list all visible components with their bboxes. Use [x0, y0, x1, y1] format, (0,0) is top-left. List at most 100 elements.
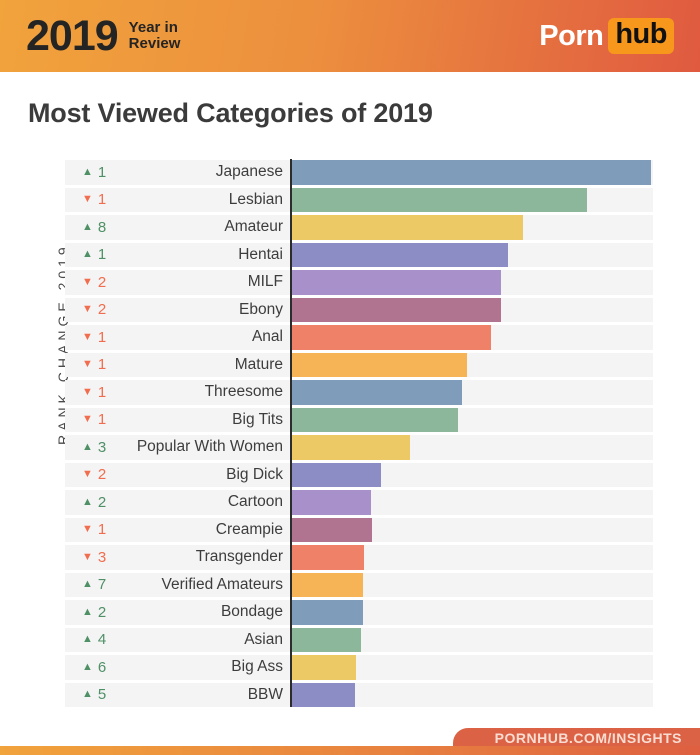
rank-change-value: 1 [97, 521, 107, 539]
header-subtitle-line2: Review [128, 35, 181, 52]
category-bar [292, 380, 462, 405]
category-label: Mature [234, 355, 283, 373]
category-label: Bondage [220, 603, 283, 621]
rank-change-value: 8 [97, 218, 107, 236]
row-label-cell: ▼ 2 Big Dick [65, 463, 292, 488]
category-label: Japanese [215, 163, 283, 181]
rank-change-indicator: ▼ 1 [82, 356, 106, 373]
category-label: Big Dick [226, 465, 283, 483]
category-bar [292, 242, 509, 267]
category-label: BBW [247, 685, 283, 703]
rank-change-arrow-icon: ▲ [82, 633, 93, 646]
rank-change-indicator: ▼ 1 [82, 411, 106, 428]
chart-row: ▼ 2 MILF [65, 270, 653, 295]
category-bar [292, 297, 502, 322]
rank-change-arrow-icon: ▼ [82, 523, 93, 536]
category-bar [292, 627, 361, 652]
chart-row: ▲ 4 Asian [65, 627, 653, 653]
category-bar [292, 572, 363, 597]
category-label: Hentai [238, 245, 283, 263]
category-label: Creampie [215, 520, 283, 538]
chart-row: ▲ 1 Hentai [65, 242, 653, 268]
category-bar [292, 462, 381, 487]
chart-row: ▲ 3 Popular With Women [65, 435, 653, 460]
rank-change-arrow-icon: ▲ [82, 688, 93, 701]
category-label: Lesbian [228, 190, 283, 208]
chart-rows: ▲ 1 Japanese ▼ 1 Lesbian ▲ 8 Amateur [65, 160, 653, 710]
row-label-cell: ▲ 6 Big Ass [65, 655, 292, 680]
rank-change-value: 3 [97, 438, 107, 456]
rank-change-arrow-icon: ▼ [82, 385, 93, 398]
row-label-cell: ▼ 1 Creampie [65, 518, 292, 543]
bar-cell [292, 187, 653, 212]
row-label-cell: ▼ 1 Lesbian [65, 188, 292, 213]
rank-change-indicator: ▲ 1 [82, 246, 106, 263]
category-label: Big Tits [232, 410, 283, 428]
bar-cell [292, 627, 653, 652]
row-label-cell: ▲ 1 Hentai [65, 243, 292, 268]
footer-gradient-strip [0, 746, 700, 755]
bar-cell [292, 297, 653, 322]
header-year: 2019 [26, 11, 119, 60]
pornhub-logo: Porn hub [539, 17, 674, 55]
rank-change-indicator: ▲ 3 [82, 439, 106, 456]
row-label-cell: ▲ 8 Amateur [65, 215, 292, 240]
bar-cell [292, 462, 653, 487]
bar-cell [292, 517, 653, 542]
category-bar [292, 490, 371, 515]
category-bar [292, 352, 468, 377]
rank-change-arrow-icon: ▼ [82, 193, 93, 206]
rank-change-indicator: ▼ 3 [82, 549, 106, 566]
rank-change-indicator: ▲ 7 [82, 576, 106, 593]
bar-cell [292, 407, 653, 432]
rank-change-value: 2 [97, 301, 107, 319]
chart-row: ▲ 7 Verified Amateurs [65, 572, 653, 597]
chart-row: ▼ 2 Ebony [65, 297, 653, 322]
rank-change-value: 1 [97, 191, 107, 209]
bar-cell [292, 490, 653, 515]
rank-change-indicator: ▲ 6 [82, 659, 106, 676]
rank-change-indicator: ▲ 1 [82, 164, 106, 181]
rank-change-arrow-icon: ▲ [82, 495, 93, 508]
rank-change-value: 2 [97, 273, 107, 291]
rank-change-value: 2 [97, 603, 107, 621]
category-bar [292, 215, 524, 240]
category-bar [292, 682, 355, 707]
row-label-cell: ▲ 2 Bondage [65, 600, 292, 625]
rank-change-value: 1 [97, 411, 107, 429]
rank-change-value: 7 [97, 576, 107, 594]
chart-row: ▼ 1 Mature [65, 352, 653, 377]
rank-change-value: 1 [97, 383, 107, 401]
rank-change-indicator: ▲ 5 [82, 686, 106, 703]
row-label-cell: ▼ 2 MILF [65, 270, 292, 295]
page-title: Most Viewed Categories of 2019 [28, 98, 433, 128]
rank-change-indicator: ▲ 2 [82, 494, 106, 511]
category-label: Transgender [195, 548, 283, 566]
rank-change-indicator: ▼ 2 [82, 274, 106, 291]
bar-cell [292, 435, 653, 460]
row-label-cell: ▲ 4 Asian [65, 628, 292, 653]
category-bar [292, 407, 458, 432]
header-subtitle: Year in Review [128, 19, 181, 53]
rank-change-indicator: ▼ 1 [82, 329, 106, 346]
rank-change-arrow-icon: ▼ [82, 468, 93, 481]
bar-cell [292, 572, 653, 597]
category-bar [292, 517, 372, 542]
chart-row: ▼ 1 Anal [65, 325, 653, 350]
chart-row: ▲ 2 Cartoon [65, 490, 653, 515]
category-label: Big Ass [231, 658, 283, 676]
bar-cell [292, 270, 653, 295]
category-bar [292, 655, 356, 680]
bar-cell [292, 160, 653, 185]
logo-text-porn: Porn [539, 19, 604, 52]
bar-cell [292, 242, 653, 267]
rank-change-value: 2 [97, 493, 107, 511]
category-label: Anal [251, 328, 283, 346]
bar-cell [292, 655, 653, 680]
row-label-cell: ▲ 5 BBW [65, 683, 292, 708]
chart-row: ▲ 2 Bondage [65, 600, 653, 625]
rank-change-arrow-icon: ▲ [82, 165, 93, 178]
chart-row: ▲ 8 Amateur [65, 215, 653, 240]
rank-change-arrow-icon: ▼ [82, 275, 93, 288]
bar-cell [292, 215, 653, 240]
